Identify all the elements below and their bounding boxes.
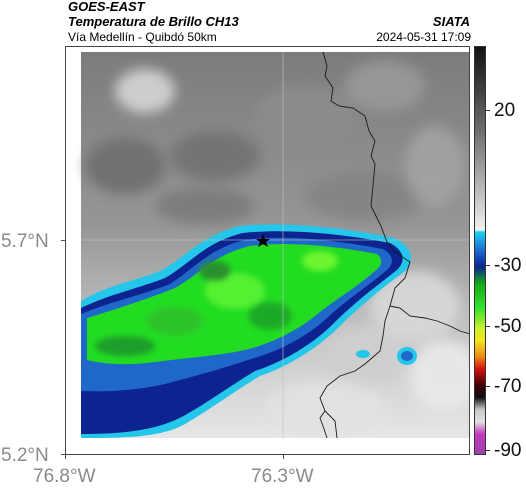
agency-label: SIATA: [432, 14, 470, 29]
colorbar-tick-label: 20: [494, 100, 516, 121]
region-label: Vía Medellín - Quibdó 50km: [68, 30, 217, 44]
colorbar: [474, 46, 486, 455]
cloud-field: [81, 51, 470, 439]
lon-tick-label: 76.8°W: [33, 466, 96, 487]
product-title: Temperatura de Brillo CH13: [68, 14, 239, 29]
timestamp-label: 2024-05-31 17:09: [376, 30, 471, 44]
satellite-map: [61, 46, 470, 459]
satellite-title: GOES-EAST: [68, 0, 145, 14]
border-lines: [319, 51, 470, 439]
star-marker-icon: [256, 234, 270, 247]
map-canvas: [65, 46, 470, 455]
colorbar-tick-label: -30: [494, 255, 522, 276]
colorbar-tick-label: -50: [494, 316, 522, 337]
graticule: [81, 52, 470, 438]
storm-cloud: [81, 224, 417, 438]
lat-tick-label: 5.7°N: [1, 231, 49, 252]
colorbar-tick-label: -90: [494, 440, 522, 461]
lon-tick-label: 76.3°W: [251, 466, 314, 487]
colorbar-tick-label: -70: [494, 376, 522, 397]
lat-tick-label: 5.2°N: [1, 445, 49, 466]
